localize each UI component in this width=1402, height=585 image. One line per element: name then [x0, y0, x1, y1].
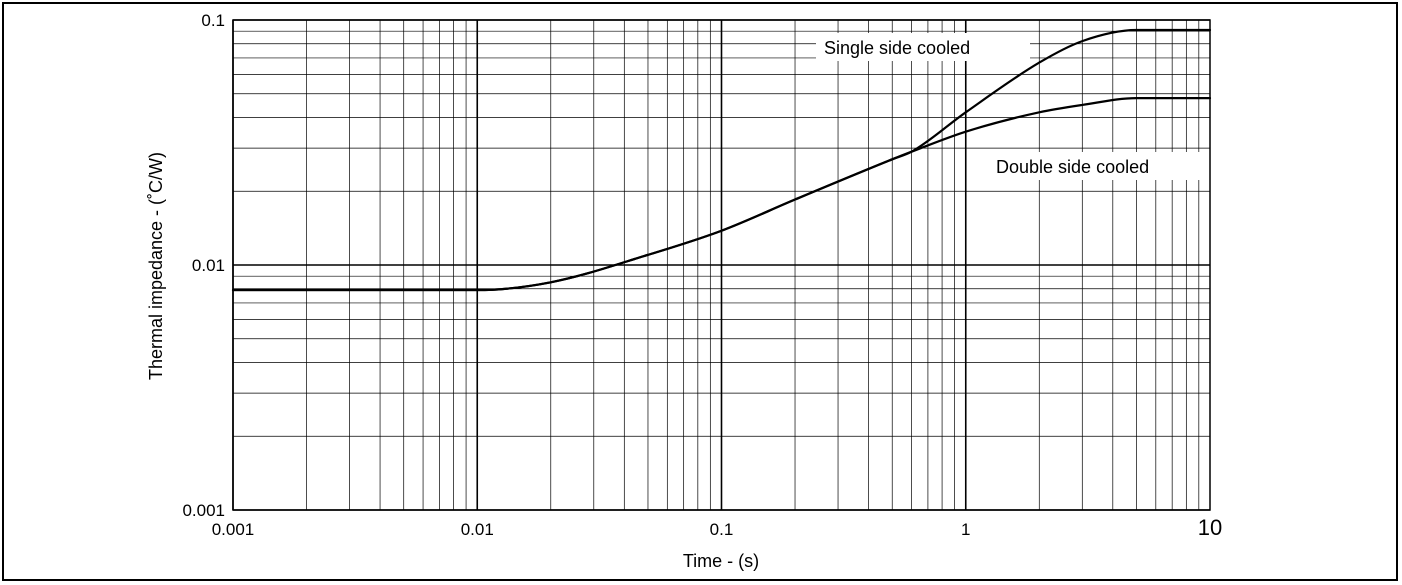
- annotation-double-side-cooled: Double side cooled: [996, 157, 1149, 177]
- y-axis-label: Thermal impedance - (˚C/W): [146, 152, 166, 380]
- x-tick-label: 0.01: [461, 520, 494, 539]
- y-tick-label: 0.01: [192, 256, 225, 275]
- x-tick-label: 1: [961, 520, 970, 539]
- annotation-bg-single: [816, 33, 1030, 61]
- plot-border: [232, 19, 1211, 511]
- annotation-single-side-cooled: Single side cooled: [824, 38, 970, 58]
- series-layer: [231, 28, 1212, 292]
- annotation-layer: Single side cooled Double side cooled: [816, 33, 1206, 180]
- x-tick-label: 0.1: [710, 520, 734, 539]
- y-tick-labels: 0.001 0.01 0.1: [182, 11, 225, 520]
- x-tick-label: 10: [1198, 515, 1222, 540]
- x-axis-label: Time - (s): [683, 551, 759, 571]
- y-tick-label: 0.1: [201, 11, 225, 30]
- annotation-bg-double: [988, 152, 1206, 180]
- y-tick-label: 0.001: [182, 501, 225, 520]
- series-line-double-side-cooled: [231, 96, 1212, 292]
- x-tick-label: 0.001: [212, 520, 255, 539]
- x-tick-labels: 0.001 0.01 0.1 1 10: [212, 515, 1223, 540]
